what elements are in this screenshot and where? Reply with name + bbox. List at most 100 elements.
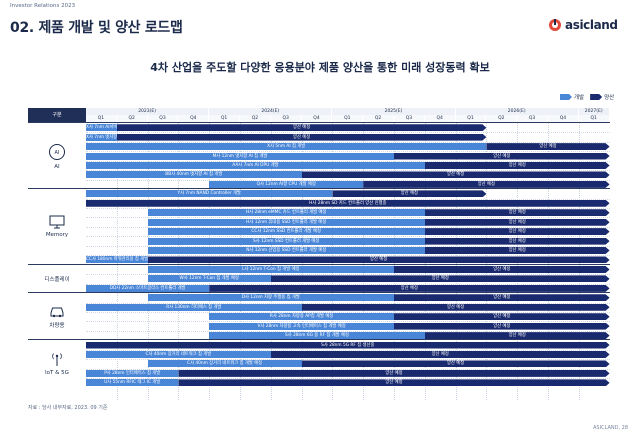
quarter-header: Q4 <box>178 115 210 122</box>
mass-production-bar <box>425 228 610 235</box>
row-separator <box>86 226 610 228</box>
row-separator <box>86 330 610 332</box>
ai-chip-icon: AI <box>48 143 66 161</box>
roadmap-row: L사 12nm T-Con 칩 개발 예정 양산 예정 <box>86 265 610 273</box>
mass-production-bar <box>425 209 610 216</box>
development-bar <box>86 162 425 169</box>
mass-production-label: 양산 예정 <box>400 285 418 291</box>
roadmap-row: N사 12nm 산업용 SSD 컨트롤러 개발 예정 양산 예정 <box>86 247 610 255</box>
development-bar <box>209 322 394 330</box>
row-separator <box>86 255 610 257</box>
development-bar <box>86 124 117 132</box>
row-separator <box>86 217 610 219</box>
quarter-header: Q4 <box>424 115 456 122</box>
development-label: CC사 180nm 파워관리용 칩 개발 <box>86 257 149 263</box>
category-name: 차량용 <box>49 323 65 330</box>
source-note: 자료 : 당사 내부자료, 2023. 09 기준 <box>28 405 108 411</box>
development-label: N사 12nm 산업용 SSD 컨트롤러 개발 예정 <box>246 248 327 254</box>
mass-production-label: 양산 예정 <box>431 276 449 282</box>
mass-production-label: 양산 예정 <box>493 295 511 301</box>
development-label: Y사 7nm NAND Controller 개발 <box>177 191 241 197</box>
roadmap-row: X사 7nm AI서버향 AI 칩 개발 완료 양산 예정 <box>86 124 610 132</box>
development-label: DD사 22nm 스마트글라스 컨트롤러 개발 <box>109 285 186 291</box>
row-separator <box>86 321 610 323</box>
roadmap-row: C사 40nm 장거리 네트워크 칩 개발 양산 예정 <box>86 350 610 358</box>
mass-production-label: 양산 예정 <box>447 172 465 178</box>
quarter-header: Q4 <box>548 115 579 122</box>
mass-production-bar <box>178 379 609 386</box>
development-bar <box>86 152 394 160</box>
mass-production-label: 양산 예정 <box>508 333 526 339</box>
logo: asicland <box>548 18 618 32</box>
mass-production-bar <box>271 351 610 358</box>
category-group: IoT & 5G S사 28nm 5G RF 칩 생산중 C사 40nm 장거리 네… <box>28 339 610 387</box>
mass-production-label: 양산 예정 <box>477 181 495 187</box>
roadmap-row: D사 12nm 차량 주행용 칩 개발 양산 예정 <box>86 294 610 302</box>
mass-production-label: 양산 예정 <box>493 153 511 159</box>
development-label: X사 7nm AI서버향 AI 칩 개발 완료 <box>86 125 151 131</box>
roadmap-row: R사 28nm 차량용 AP칩 개발 예정 양산 예정 <box>86 313 610 321</box>
row-separator <box>86 208 610 210</box>
development-label: S사 28nm 6G 용 RF 칩 개발 예정 <box>285 333 349 339</box>
row-separator <box>86 179 610 181</box>
roadmap-row: X사 5nm AI 칩 개발 양산 예정 <box>86 143 610 151</box>
mass-production-bar <box>178 370 609 377</box>
quarter-header: Q1 <box>86 115 117 122</box>
mass-production-bar <box>271 275 610 282</box>
mass-production-label: 양산 예정 <box>293 125 311 131</box>
mass-production-bar <box>302 360 610 367</box>
development-bar <box>209 180 364 188</box>
development-label: M사 12nm 엣지향 AI 칩 개발 <box>212 153 268 159</box>
antenna-icon <box>49 351 65 367</box>
development-bar <box>209 313 394 321</box>
ir-label: Investor Relations 2023 <box>10 3 76 9</box>
mass-production-label: 양산 예정 <box>400 191 418 197</box>
development-label: P사 28nm 인터페이스 칩 개발 <box>104 370 161 376</box>
mass-production-bar <box>394 294 610 301</box>
mass-production-bar <box>86 342 610 349</box>
development-label: H사 28nm eMMC 카드 컨트롤러 개발 예정 <box>246 210 327 216</box>
quarter-header: Q1 <box>455 115 487 122</box>
roadmap-row: W사 12nm T-Con 칩 개발 예정 양산 예정 <box>86 275 610 283</box>
development-bar <box>147 275 271 283</box>
quarter-header: Q1 <box>578 115 610 122</box>
mass-production-label: 양산 예정 <box>508 163 526 168</box>
mass-production-bar <box>394 153 610 160</box>
gubun-header: 구분 <box>28 108 86 122</box>
car-icon <box>49 304 65 318</box>
mass-production-bar <box>332 190 486 197</box>
mass-production-bar <box>394 313 610 320</box>
quarter-header: Q3 <box>147 115 179 122</box>
row-separator <box>86 151 610 153</box>
row-separator <box>86 302 610 304</box>
development-label: BB사 40nm 엣지향 AI 칩 개발 <box>165 172 223 178</box>
row-separator <box>86 311 610 313</box>
development-bar <box>147 237 425 245</box>
category-name: Memory <box>45 232 69 239</box>
mass-production-label: 양산 예정 <box>431 351 449 357</box>
mass-production-label: 양산 예정 <box>370 257 388 263</box>
mass-production-label: 양산 예정 <box>539 144 557 150</box>
mass-production-bar <box>394 323 610 330</box>
roadmap-row: H사 28nm eMMC 카드 컨트롤러 개발 예정 양산 예정 <box>86 209 610 217</box>
roadmap-row: S사 28nm 6G 용 RF 칩 개발 예정 양산 예정 <box>86 332 610 340</box>
year-header: 2027(E) <box>578 108 610 115</box>
mass-production-label: 양산 예정 <box>508 219 526 225</box>
roadmap-row: V사 28nm 차량용 고속 인터페이스 칩 개발 예정 양산 예정 <box>86 322 610 330</box>
development-label: CC사 12nm SSD 컨트롤러 개발 예정 <box>251 229 321 235</box>
development-label: R사 28nm 차량용 AP칩 개발 예정 <box>269 314 334 320</box>
quarter-header: Q1 <box>209 115 240 122</box>
row-separator <box>86 368 610 370</box>
development-bar <box>147 228 425 236</box>
mass-production-label: 양산 예정 <box>447 304 465 310</box>
development-label: X사 5nm AI 칩 개발 <box>267 144 306 150</box>
development-bar <box>86 369 179 377</box>
row-separator <box>86 170 610 172</box>
legend: 개발 양산 <box>556 93 614 101</box>
mass-production-label: 양산 예정 <box>447 361 465 367</box>
mass-production-bar <box>486 143 609 150</box>
category-group: 차량용 D사 12nm 차량 주행용 칩 개발 양산 예정 R사 130nm 히터패스… <box>28 292 610 340</box>
development-bar <box>86 350 271 358</box>
mass-production-bar <box>117 124 487 131</box>
